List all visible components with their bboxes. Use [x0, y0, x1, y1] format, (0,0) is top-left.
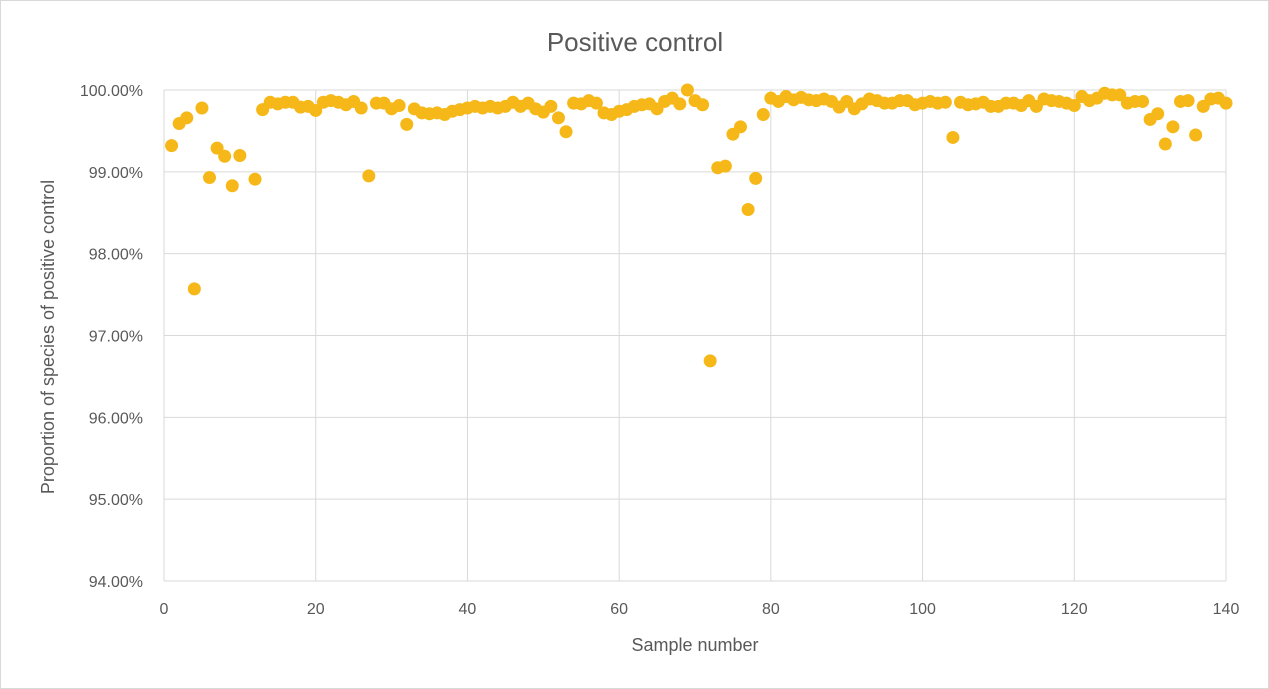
y-tick-label: 99.00%	[89, 165, 143, 182]
data-point	[248, 172, 262, 186]
x-tick-label: 80	[762, 601, 780, 618]
x-tick-label: 100	[909, 601, 936, 618]
data-point	[1166, 120, 1180, 134]
data-point	[203, 171, 217, 185]
data-point	[309, 103, 323, 117]
y-tick-label: 97.00%	[89, 329, 143, 346]
data-point	[233, 148, 247, 162]
data-point	[1067, 99, 1081, 113]
data-point	[938, 95, 952, 109]
data-point	[180, 111, 194, 125]
x-axis-title: Sample number	[631, 635, 758, 655]
data-point	[696, 98, 710, 112]
data-point	[1151, 107, 1165, 121]
data-point	[673, 97, 687, 111]
data-point	[756, 108, 770, 122]
data-point	[165, 139, 179, 153]
data-point	[187, 282, 201, 296]
data-point	[703, 354, 717, 368]
data-point	[1181, 94, 1195, 108]
data-point	[354, 101, 368, 115]
data-point	[741, 202, 755, 216]
data-point	[589, 96, 603, 110]
data-point	[544, 99, 558, 113]
data-points	[165, 83, 1233, 368]
data-point	[195, 101, 209, 115]
y-axis-title: Proportion of species of positive contro…	[38, 180, 58, 494]
data-point	[210, 141, 224, 155]
data-point	[392, 99, 406, 113]
data-point	[559, 125, 573, 139]
x-tick-label: 120	[1061, 601, 1088, 618]
tick-labels: 94.00% 95.00% 96.00% 97.00% 98.00% 99.00% 100.…	[80, 83, 1240, 618]
y-tick-label: 95.00%	[89, 492, 143, 509]
data-point	[680, 83, 694, 97]
y-tick-label: 100.00%	[80, 83, 143, 100]
y-tick-label: 96.00%	[89, 410, 143, 427]
y-tick-label: 94.00%	[89, 574, 143, 591]
data-point	[551, 111, 565, 125]
data-point	[718, 159, 732, 173]
data-point	[1136, 94, 1150, 108]
x-tick-label: 0	[160, 601, 169, 618]
x-tick-label: 140	[1213, 601, 1240, 618]
data-point	[1113, 88, 1127, 102]
x-tick-label: 20	[307, 601, 325, 618]
data-point	[1158, 137, 1172, 151]
data-point	[225, 179, 239, 193]
gridlines	[163, 89, 1227, 582]
data-point	[1189, 128, 1203, 142]
chart-title: Positive control	[547, 27, 723, 57]
data-point	[400, 117, 414, 131]
data-point	[362, 169, 376, 183]
x-tick-label: 40	[459, 601, 477, 618]
data-point	[734, 120, 748, 134]
data-point	[749, 171, 763, 185]
x-tick-label: 60	[610, 601, 628, 618]
data-point	[1219, 96, 1233, 110]
data-point	[946, 130, 960, 144]
data-point	[218, 149, 232, 163]
y-tick-label: 98.00%	[89, 247, 143, 264]
